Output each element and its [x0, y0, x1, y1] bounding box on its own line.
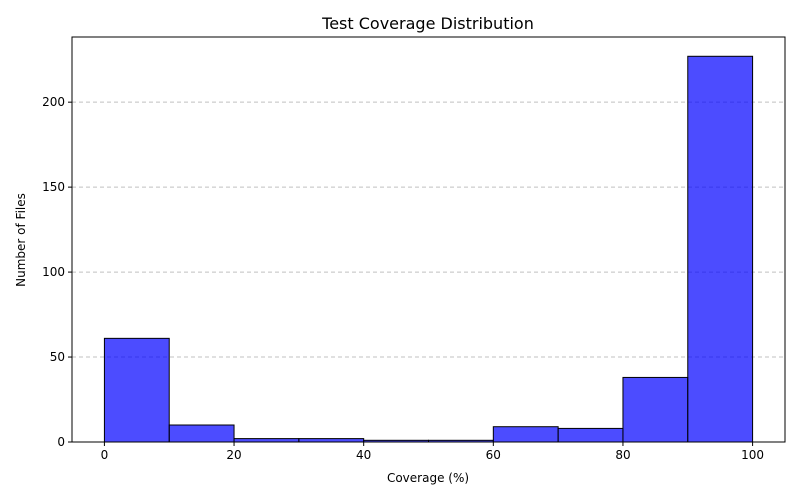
histogram-bar: [687, 55, 754, 443]
y-tick-label: 100: [42, 265, 65, 279]
histogram-bar: [233, 438, 300, 443]
x-axis-label: Coverage (%): [387, 471, 469, 485]
y-tick-label: 200: [42, 95, 65, 109]
chart-title: Test Coverage Distribution: [321, 14, 534, 33]
y-tick-label: 0: [57, 435, 65, 449]
histogram-bar: [492, 426, 559, 443]
histogram-bar: [557, 427, 624, 443]
x-tick-label: 20: [226, 448, 241, 462]
y-axis: 0 50 100 150 200: [42, 95, 72, 449]
histogram-bar: [103, 337, 170, 443]
y-tick-label: 150: [42, 180, 65, 194]
x-tick-label: 80: [615, 448, 630, 462]
plot-frame: [71, 36, 786, 443]
histogram-bar: [298, 438, 365, 443]
x-tick-label: 100: [741, 448, 764, 462]
x-tick-label: 0: [101, 448, 109, 462]
x-tick-label: 40: [356, 448, 371, 462]
histogram-bar: [168, 424, 235, 443]
x-axis: 0 20 40 60 80 100: [101, 442, 764, 462]
histogram-bar: [622, 376, 689, 443]
bars: [103, 55, 754, 443]
x-tick-label: 60: [486, 448, 501, 462]
y-axis-label: Number of Files: [14, 193, 28, 287]
y-tick-label: 50: [50, 350, 65, 364]
